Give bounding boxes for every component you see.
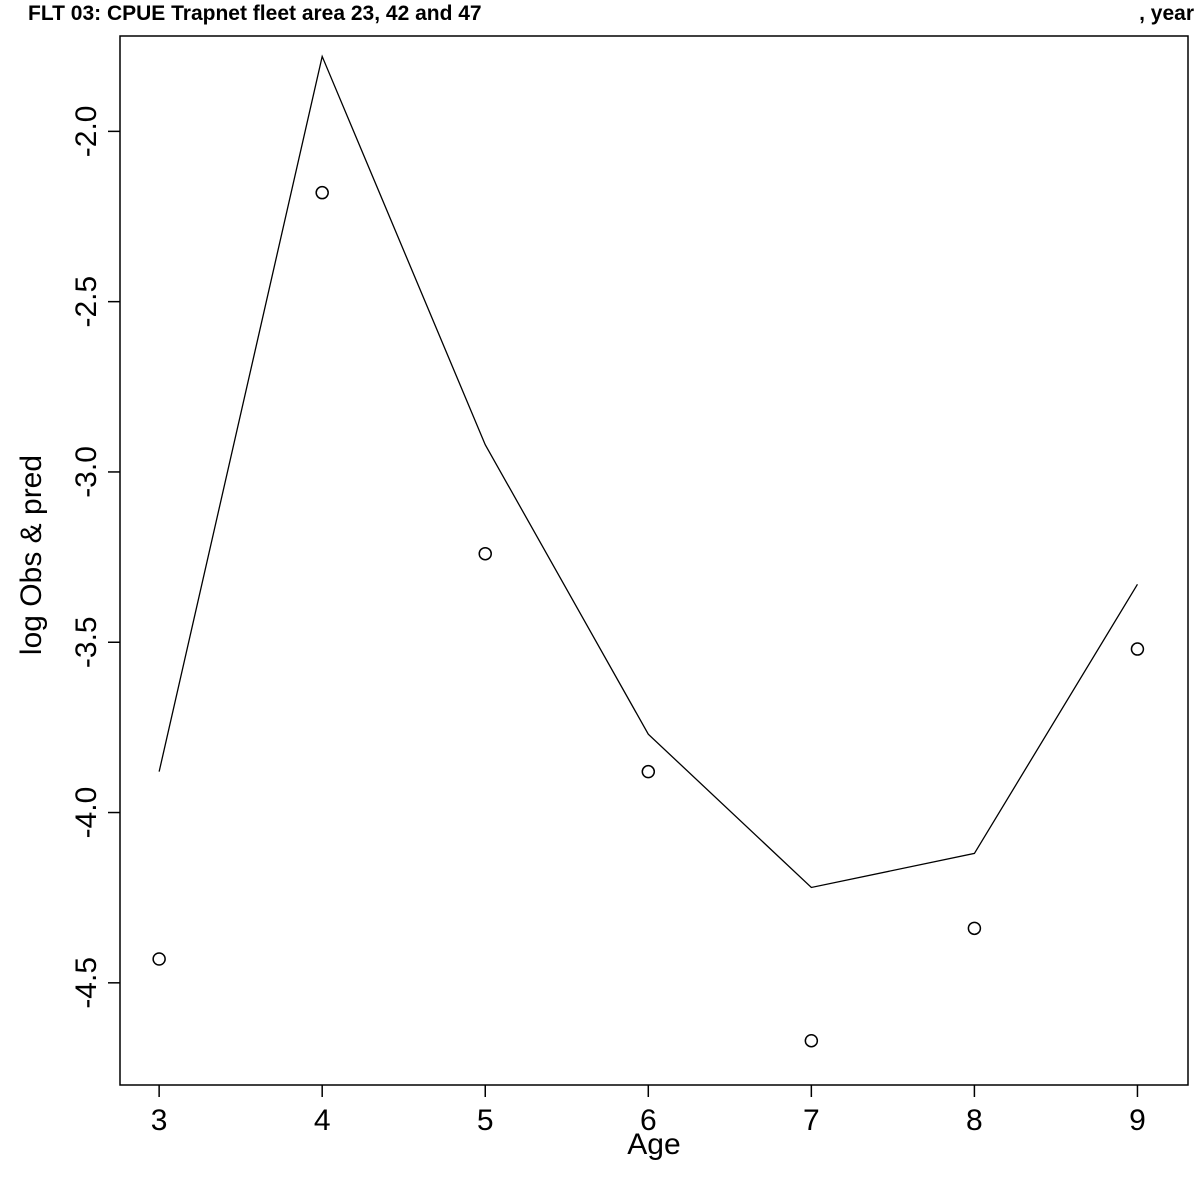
observation-point — [967, 921, 982, 936]
prediction-line — [158, 54, 1139, 889]
y-tick-label: -3.0 — [70, 446, 103, 498]
y-tick-label: -2.5 — [70, 276, 103, 328]
y-tick-label: -4.5 — [70, 957, 103, 1009]
observation-point — [478, 546, 492, 561]
x-tick-label: 9 — [1129, 1104, 1146, 1137]
y-axis-label: log Obs & pred — [15, 454, 48, 656]
y-tick-label: -4.0 — [70, 787, 103, 839]
x-tick-label: 4 — [314, 1104, 331, 1137]
y-tick-label: -2.0 — [70, 106, 103, 158]
observation-point — [152, 952, 166, 966]
x-tick-label: 8 — [966, 1104, 983, 1137]
x-axis-label: Age — [627, 1128, 681, 1161]
observation-point — [804, 1033, 819, 1048]
observation-point — [315, 185, 329, 200]
y-tick-label: -3.5 — [70, 616, 103, 668]
observation-point — [641, 764, 656, 779]
x-tick-label: 6 — [640, 1104, 657, 1137]
plot-box — [119, 35, 1189, 1086]
chart-title: FLT 03: CPUE Trapnet fleet area 23, 42 a… — [28, 2, 482, 25]
chart-title-suffix-year: , year — [1139, 2, 1194, 25]
x-tick-label: 3 — [151, 1104, 168, 1137]
x-tick-label: 5 — [477, 1104, 494, 1137]
x-tick-label: 7 — [803, 1104, 820, 1137]
observation-point — [1130, 642, 1145, 656]
